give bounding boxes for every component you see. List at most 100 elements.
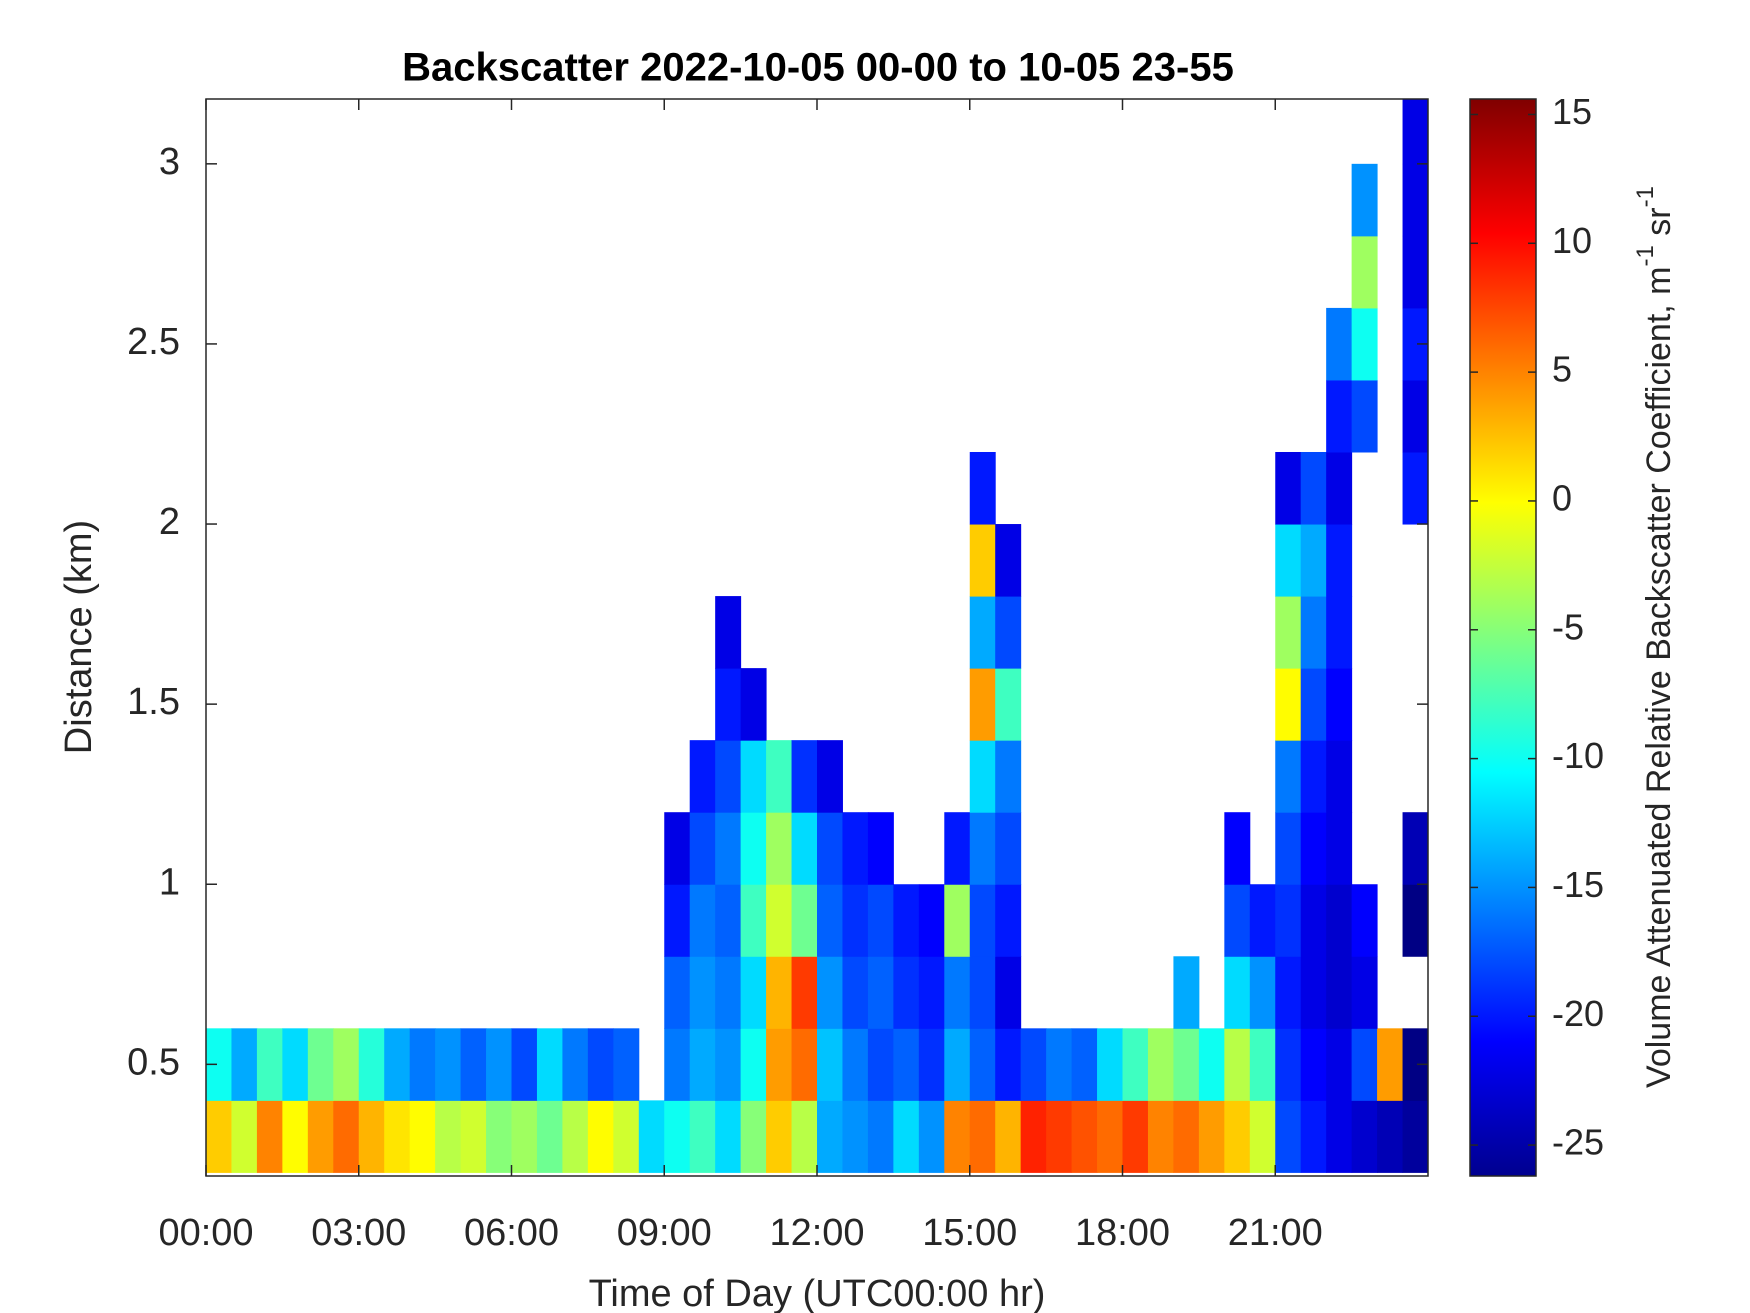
cell [969, 884, 996, 957]
cell [460, 1100, 487, 1173]
cell [740, 668, 767, 741]
cell [1326, 451, 1353, 525]
cell [1402, 812, 1429, 885]
cell [613, 1028, 640, 1101]
cell [842, 812, 869, 885]
cell [206, 1100, 232, 1173]
y-tick-label: 3 [159, 141, 180, 183]
cell [1351, 235, 1378, 309]
cell [1326, 668, 1353, 741]
cell [1351, 1100, 1378, 1173]
cell [1300, 956, 1327, 1029]
cell [766, 740, 793, 813]
cell [1071, 1100, 1098, 1173]
cell [1173, 1028, 1200, 1101]
cell [282, 1100, 309, 1173]
cell [562, 1100, 589, 1173]
cell [791, 812, 818, 885]
cell [1402, 451, 1429, 525]
cell [1326, 596, 1353, 669]
colorbar-tick-label: 5 [1552, 349, 1572, 390]
cell [995, 884, 1022, 957]
cell [842, 884, 869, 957]
cell [969, 596, 996, 669]
cell [1224, 1100, 1251, 1173]
cell [715, 668, 742, 741]
cell [715, 956, 742, 1029]
cell [1326, 740, 1353, 813]
cell [1326, 1028, 1353, 1101]
cell [995, 596, 1022, 669]
cell [1275, 668, 1302, 741]
cell [791, 884, 818, 957]
cell [384, 1028, 411, 1101]
cell [842, 956, 869, 1029]
cell [511, 1028, 538, 1101]
cell [1300, 740, 1327, 813]
cell [1300, 524, 1327, 597]
colorbar-label-text: Volume Attenuated Relative Backscatter C… [1640, 266, 1678, 1087]
cell [740, 740, 767, 813]
cell [867, 956, 894, 1029]
cell [1071, 1028, 1098, 1101]
cell [1275, 1028, 1302, 1101]
cell [893, 1100, 920, 1173]
cell [791, 740, 818, 813]
cell [893, 1028, 920, 1101]
cell [231, 1100, 258, 1173]
cell [969, 668, 996, 741]
cell [1173, 1100, 1200, 1173]
colorbar-tick-label: -15 [1552, 864, 1604, 905]
cell [740, 1100, 767, 1173]
colorbar-tick-label: -10 [1552, 735, 1604, 776]
cell [562, 1028, 589, 1101]
colorbar-label-sup: -1 [1632, 186, 1659, 207]
cell [766, 1100, 793, 1173]
cell [1300, 884, 1327, 957]
cell [969, 1028, 996, 1101]
cell [766, 812, 793, 885]
cell [358, 1028, 385, 1101]
cell [715, 1028, 742, 1101]
cell [307, 1100, 334, 1173]
cell [944, 1028, 971, 1101]
cell [1300, 1028, 1327, 1101]
cell [1402, 884, 1429, 957]
cell [715, 740, 742, 813]
cell [1326, 307, 1353, 381]
cell [1275, 740, 1302, 813]
cell [384, 1100, 411, 1173]
cell [740, 812, 767, 885]
cell [1326, 524, 1353, 597]
y-tick-label: 1.5 [127, 681, 180, 723]
cell [715, 812, 742, 885]
colorbar-tick-label: 15 [1552, 91, 1592, 132]
cell [918, 1028, 945, 1101]
cell [689, 1100, 716, 1173]
cell [944, 812, 971, 885]
cell [791, 956, 818, 1029]
cell [1300, 668, 1327, 741]
cell [995, 740, 1022, 813]
cell [918, 884, 945, 957]
cell [333, 1100, 360, 1173]
cell [995, 668, 1022, 741]
cell [740, 1028, 767, 1101]
colorbar-label-sup: -1 [1632, 245, 1659, 266]
cell [511, 1100, 538, 1173]
cell [995, 1100, 1022, 1173]
cell [817, 884, 843, 957]
cell [1402, 379, 1429, 453]
cell [664, 884, 691, 957]
cell [1402, 163, 1429, 237]
cell [995, 812, 1022, 885]
cell [1275, 524, 1302, 597]
x-tick-label: 06:00 [464, 1212, 559, 1254]
cell [689, 956, 716, 1029]
cell [1275, 451, 1302, 525]
cell [689, 1028, 716, 1101]
heatmap [206, 99, 1429, 1173]
cell [969, 740, 996, 813]
x-tick-label: 21:00 [1228, 1212, 1323, 1254]
y-tick-label: 1 [159, 861, 180, 903]
